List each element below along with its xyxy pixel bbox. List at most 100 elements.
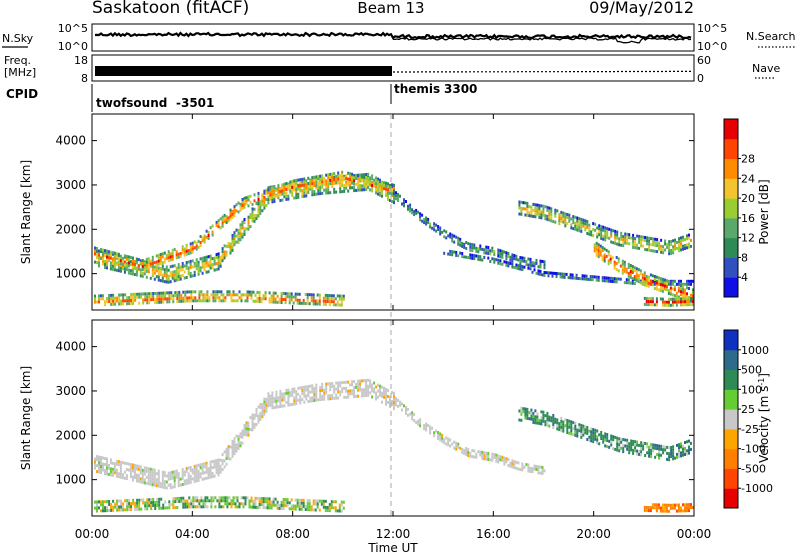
echo-cell	[351, 175, 354, 179]
echo-cell	[417, 422, 420, 426]
echo-cell	[612, 241, 615, 245]
echo-cell	[197, 260, 200, 264]
echo-cell	[148, 498, 151, 502]
echo-cell	[293, 402, 296, 406]
echo-cell	[688, 297, 690, 301]
echo-cell	[157, 269, 160, 273]
echo-cell	[638, 240, 641, 244]
echo-cell	[587, 277, 590, 281]
echo-cell	[455, 447, 458, 451]
echo-cell	[232, 496, 235, 500]
echo-cell	[98, 461, 100, 465]
echo-cell	[483, 457, 486, 461]
echo-cell	[686, 295, 688, 299]
echo-cell	[641, 282, 644, 286]
echo-cell	[215, 465, 218, 469]
echo-cell	[663, 278, 666, 282]
echo-cell	[274, 300, 277, 304]
echo-cell	[219, 458, 222, 462]
echo-cell	[377, 389, 380, 393]
echo-cell	[176, 297, 179, 300]
echo-cell	[524, 416, 527, 420]
echo-cell	[168, 291, 171, 295]
echo-cell	[165, 253, 168, 257]
echo-cell	[629, 267, 632, 270]
echo-cell	[381, 180, 383, 184]
echo-cell	[622, 244, 625, 248]
echo-cell	[624, 444, 627, 448]
echo-cell	[383, 181, 385, 185]
echo-cell	[411, 417, 414, 421]
echo-cell	[357, 394, 360, 398]
echo-cell	[287, 182, 290, 186]
echo-cell	[162, 291, 165, 295]
echo-cell	[501, 255, 504, 259]
echo-cell	[602, 234, 605, 238]
echo-cell	[141, 477, 144, 481]
echo-cell	[199, 463, 202, 467]
colorbar-segment	[724, 198, 738, 219]
echo-cell	[307, 191, 310, 194]
echo-cell	[122, 302, 125, 306]
echo-cell	[251, 419, 254, 423]
echo-cell	[94, 294, 96, 298]
echo-cell	[224, 502, 227, 506]
echo-cell	[239, 444, 242, 448]
echo-cell	[636, 449, 639, 453]
echo-cell	[115, 462, 118, 466]
echo-cell	[129, 475, 132, 479]
echo-cell	[465, 255, 468, 259]
echo-cell	[367, 177, 370, 180]
echo-cell	[279, 187, 282, 191]
echo-cell	[114, 299, 117, 303]
echo-cell	[573, 276, 576, 280]
echo-cell	[137, 467, 140, 471]
echo-cell	[576, 428, 579, 432]
echo-cell	[206, 296, 209, 300]
echo-cell	[677, 300, 680, 304]
echo-cell	[521, 468, 524, 472]
echo-cell	[493, 250, 496, 253]
echo-cell	[643, 283, 646, 287]
echo-cell	[273, 397, 276, 400]
echo-cell	[224, 299, 227, 303]
echo-cell	[289, 403, 292, 407]
echo-cell	[333, 175, 336, 179]
echo-cell	[279, 390, 282, 393]
echo-cell	[677, 282, 680, 286]
echo-cell	[325, 179, 328, 183]
echo-cell	[536, 209, 539, 213]
echo-cell	[445, 230, 448, 234]
echo-cell	[489, 458, 492, 462]
echo-cell	[517, 264, 520, 268]
echo-cell	[572, 221, 575, 225]
echo-cell	[96, 256, 98, 259]
echo-cell	[108, 294, 111, 297]
echo-cell	[505, 257, 508, 261]
echo-cell	[670, 446, 673, 449]
echo-cell	[413, 210, 416, 214]
echo-cell	[601, 246, 604, 250]
echo-cell	[259, 208, 262, 212]
echo-cell	[203, 240, 206, 244]
echo-cell	[321, 177, 324, 181]
echo-cell	[106, 469, 108, 473]
echo-cell	[125, 468, 128, 472]
echo-cell	[686, 303, 688, 307]
echo-cell	[487, 246, 490, 249]
echo-cell	[377, 383, 380, 387]
echo-cell	[666, 242, 669, 246]
echo-cell	[295, 193, 298, 197]
echo-cell	[241, 435, 244, 439]
echo-cell	[227, 216, 230, 220]
echo-cell	[653, 282, 656, 286]
freq-unit-label: [MHz]	[4, 66, 36, 79]
echo-cell	[570, 226, 573, 230]
echo-cell	[115, 471, 118, 475]
echo-cell	[119, 266, 122, 270]
echo-cell	[315, 389, 318, 393]
echo-cell	[136, 507, 139, 511]
echo-cell	[250, 496, 253, 500]
echo-cell	[151, 271, 154, 275]
echo-cell	[228, 293, 231, 297]
